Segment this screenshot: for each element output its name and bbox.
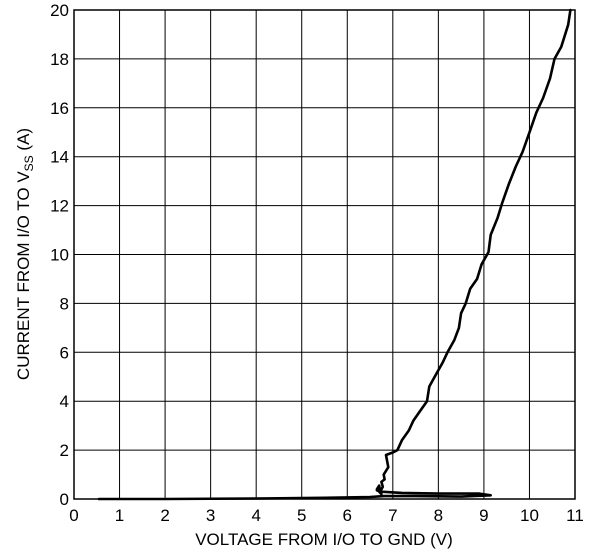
y-tick-labels: 0 2 4 6 8 10 12 14 16 18 20 <box>50 1 69 509</box>
x-tick-label: 9 <box>479 506 488 525</box>
x-tick-label: 5 <box>297 506 306 525</box>
series-line-0 <box>97 8 572 501</box>
y-tick-label: 14 <box>50 148 69 167</box>
y-axis-title-main: CURRENT FROM I/O TO V <box>14 171 33 380</box>
x-tick-label: 8 <box>434 506 443 525</box>
series-group <box>97 8 572 501</box>
y-axis-title-subscript: SS <box>22 155 36 171</box>
y-axis-title-unit: (A) <box>14 128 33 155</box>
x-tick-label: 4 <box>251 506 260 525</box>
y-tick-label: 4 <box>60 392 69 411</box>
y-axis-title: CURRENT FROM I/O TO VSS (A) <box>14 128 36 380</box>
y-tick-label: 18 <box>50 50 69 69</box>
y-tick-label: 6 <box>60 343 69 362</box>
x-axis-title: VOLTAGE FROM I/O TO GND (V) <box>195 530 453 549</box>
x-tick-label: 11 <box>566 506 584 525</box>
y-tick-label: 20 <box>50 1 69 20</box>
x-tick-label: 10 <box>520 506 539 525</box>
x-tick-label: 3 <box>206 506 215 525</box>
x-tick-label: 0 <box>69 506 78 525</box>
y-tick-label: 8 <box>60 294 69 313</box>
x-tick-label: 6 <box>343 506 352 525</box>
x-tick-labels: 0 1 2 3 4 5 6 7 8 9 10 11 <box>69 506 584 525</box>
x-tick-label: 2 <box>160 506 169 525</box>
y-tick-label: 12 <box>50 197 69 216</box>
grid-lines <box>74 10 575 499</box>
y-tick-label: 2 <box>60 441 69 460</box>
y-tick-label: 16 <box>50 99 69 118</box>
x-tick-label: 1 <box>115 506 124 525</box>
y-tick-label: 10 <box>50 246 69 265</box>
x-tick-label: 7 <box>388 506 397 525</box>
y-tick-label: 0 <box>60 490 69 509</box>
